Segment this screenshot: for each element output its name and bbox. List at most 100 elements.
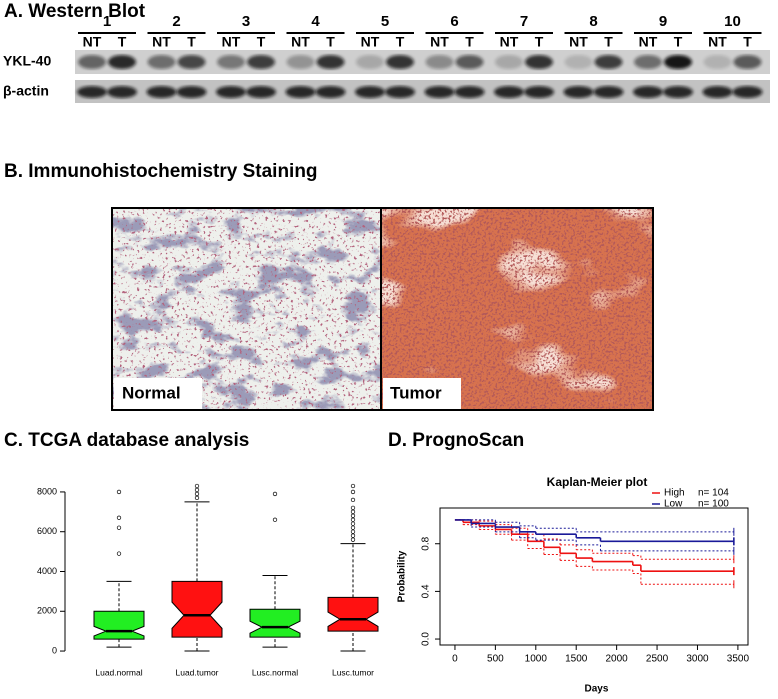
band (733, 55, 762, 69)
image-label: Normal (122, 383, 181, 402)
condition-label: T (396, 34, 405, 50)
box-chart: 0 2000 4000 6000 8000 Luad.normal Luad.tumor Lu… (37, 483, 379, 677)
x-tick-label: 2000 (606, 654, 629, 665)
band (315, 86, 346, 98)
band (702, 86, 733, 98)
outlier (350, 497, 356, 503)
lane-number: 8 (589, 13, 597, 30)
condition-label: T (326, 34, 335, 50)
legend-label: Low (664, 499, 683, 510)
band (286, 55, 315, 69)
lane-number: 5 (381, 13, 389, 30)
box (93, 610, 145, 640)
lane-number: 2 (172, 13, 180, 30)
band (217, 55, 245, 69)
outlier (350, 533, 356, 538)
band (216, 86, 246, 98)
band (147, 55, 176, 69)
band (385, 86, 415, 98)
lane-number: 10 (724, 13, 741, 30)
band (525, 55, 553, 69)
band (77, 86, 107, 98)
condition-label: T (674, 34, 683, 50)
condition-label: T (604, 34, 613, 50)
band (108, 55, 136, 69)
x-tick-label: Lusc.normal (252, 667, 298, 677)
band (78, 55, 106, 69)
band (495, 55, 523, 69)
outlier (350, 525, 356, 530)
band (593, 86, 624, 98)
outlier (350, 483, 356, 489)
condition-label: NT (500, 34, 519, 50)
band (176, 86, 207, 98)
y-tick-label: 0 (52, 645, 57, 655)
band (247, 55, 275, 69)
legend-count: n= 100 (698, 499, 729, 510)
outlier (194, 487, 200, 493)
band (424, 86, 455, 98)
y-tick-label: 4000 (37, 566, 57, 576)
outlier (116, 515, 122, 520)
lane-number: 9 (659, 13, 667, 30)
outlier (350, 517, 356, 522)
panel-title: B. Immunohistochemistry Staining (4, 161, 318, 182)
band (594, 55, 623, 69)
x-tick-label: 3000 (686, 654, 709, 665)
label-box (114, 378, 202, 409)
x-tick-label: Luad.normal (95, 667, 142, 677)
box (171, 580, 223, 638)
band (454, 86, 485, 98)
band (355, 86, 385, 98)
box (327, 596, 379, 632)
band (524, 86, 554, 98)
blot-strip (75, 80, 770, 103)
outlier (194, 495, 200, 501)
ihc-tumor (381, 208, 653, 410)
x-tick-label: 3500 (727, 654, 750, 665)
panel-title: C. TCGA database analysis (4, 430, 249, 451)
plot-frame (439, 507, 749, 646)
band (564, 55, 593, 69)
condition-label: NT (83, 34, 102, 50)
x-tick-label: 500 (487, 654, 504, 665)
y-tick-label: 0.0 (421, 632, 432, 646)
image-frame (111, 207, 654, 411)
band (634, 55, 662, 69)
outlier (194, 483, 200, 489)
outlier (272, 517, 278, 522)
outlier (194, 491, 200, 497)
y-tick-label: 6000 (37, 526, 57, 536)
band (663, 86, 693, 98)
y-axis-label: Probability (397, 550, 408, 602)
band (146, 86, 177, 98)
x-tick-label: Lusc.tumor (332, 667, 374, 677)
y-tick-label: 0.8 (421, 536, 432, 550)
band (633, 86, 663, 98)
x-tick-label: 2500 (646, 654, 669, 665)
outlier (116, 489, 122, 495)
condition-label: NT (639, 34, 658, 50)
condition-label: T (743, 34, 752, 50)
x-tick-label: 1500 (565, 654, 588, 665)
row-label: β-actin (3, 83, 49, 99)
band (316, 55, 345, 69)
condition-label: NT (152, 34, 171, 50)
y-tick-label: 0.4 (421, 584, 432, 598)
outlier (116, 551, 122, 556)
band (356, 55, 384, 69)
lane-number: 3 (242, 13, 250, 30)
ihc-normal (112, 208, 381, 410)
y-tick-label: 8000 (37, 486, 57, 496)
lane-number: 4 (311, 13, 320, 30)
outlier (350, 537, 356, 542)
band (246, 86, 276, 98)
condition-label: T (465, 34, 474, 50)
x-tick-label: 1000 (525, 654, 548, 665)
lane-number: 1 (103, 13, 111, 30)
condition-label: NT (222, 34, 241, 50)
panel-title: A. Western Blot (4, 1, 146, 22)
row-label: YKL-40 (3, 53, 51, 69)
